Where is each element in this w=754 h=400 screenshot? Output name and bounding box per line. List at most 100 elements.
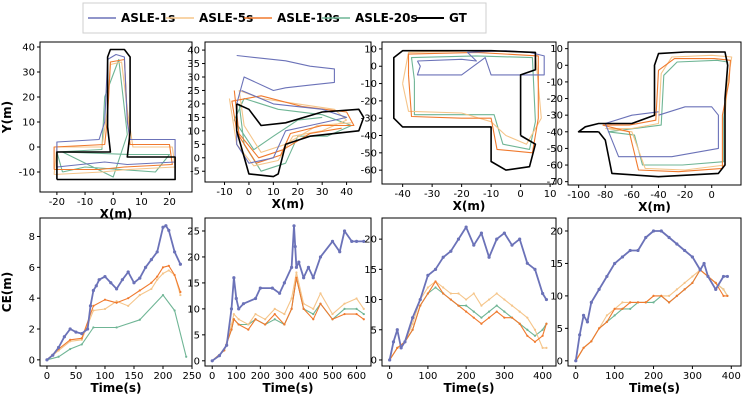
x-tick-label: 100 [227,371,246,382]
data-point [283,312,286,316]
series-line-asle-1s [574,230,728,361]
data-point [399,346,403,350]
y-tick-label: 25 [187,226,200,237]
series-line-gt [235,103,365,178]
x-tick-label: -10 [77,197,93,208]
data-point [487,255,491,259]
x-tick-label: 400 [533,371,552,382]
x-axis-label: X(m) [272,197,305,211]
data-point [590,340,593,343]
data-point [518,237,522,241]
data-point [80,337,83,340]
data-point [343,312,346,316]
x-tick-label: 0 [386,371,392,382]
data-point [156,275,159,278]
data-point [660,294,663,297]
panel-3: -40 -30 -20 -10 0 10 -60 -50 -40 -30 -20 -10 0 10 X(m) [361,41,557,213]
data-point [714,281,717,285]
panel-8: 0 100 200 300 400 0 5 10 15 20 Time(s) [550,217,742,395]
y-tick-label: -40 [547,127,563,138]
data-point [597,287,601,292]
data-point [667,235,671,240]
data-point [354,239,359,243]
x-tick-label: -40 [394,189,410,200]
data-point [143,265,148,269]
data-point [232,276,236,280]
axes-frame [204,217,372,367]
x-tick-label: 600 [347,371,366,382]
y-tick-label: 2 [29,325,35,336]
data-point [126,270,130,274]
data-point [434,286,437,289]
series-line-asle-10s [53,58,173,171]
data-point [80,338,83,341]
y-tick-label: 35 [187,59,200,70]
y-tick-label: 30 [22,68,35,79]
data-point [45,358,49,362]
data-point [138,289,141,292]
data-point [103,274,107,279]
data-point [167,228,171,232]
data-point [391,340,396,344]
axes-frame [381,217,557,367]
panel-7: 0 100 200 300 400 0 5 10 15 20 Time(s) [364,217,557,395]
data-point [161,225,165,229]
data-point [319,292,322,295]
data-point [698,268,702,272]
x-tick-label: -20 [677,190,693,201]
data-point [319,302,322,305]
data-point [241,302,246,306]
data-point [161,272,165,275]
axes-frame [567,41,742,186]
y-tick-label: -10 [361,79,377,90]
data-point [178,262,182,266]
y-tick-label: 20 [550,226,563,237]
legend-label: ASLE-1s [121,11,175,25]
series-line-asle-1s [416,50,545,76]
data-point [185,355,188,358]
data-point [338,250,342,254]
legend: ASLE-1s ASLE-5s ASLE-10s ASLE-20s GT [82,2,487,34]
data-point [103,298,107,301]
data-point [495,304,498,307]
data-point [472,316,475,319]
y-tick-label: 5 [371,325,377,336]
data-point [675,294,678,297]
data-point [487,298,491,301]
data-point [472,243,476,247]
data-point [80,343,83,346]
series-line-asle-10s [575,269,728,362]
data-point [80,332,84,336]
data-point [294,265,299,269]
x-tick-label: 0 [110,197,116,208]
y-tick-label: 4 [29,294,35,305]
data-point [433,267,438,271]
data-point [589,300,593,304]
y-tick-label: 30 [187,73,200,84]
y-tick-label: 0 [371,62,377,73]
data-point [355,297,358,300]
data-point [544,297,549,302]
data-point [706,274,710,279]
data-point [138,318,141,321]
y-tick-label: 10 [22,118,35,129]
data-point [652,301,655,304]
series-line-gt [393,49,537,171]
data-point [598,327,601,330]
data-point [62,335,66,339]
x-tick-label: 150 [124,371,143,382]
data-point [91,288,95,293]
x-tick-label: 0 [209,371,215,382]
axes-frame [204,41,372,183]
data-point [518,310,521,313]
data-point [355,307,358,310]
x-axis-label: X(m) [100,207,133,221]
data-point [479,231,484,235]
data-point [541,328,544,331]
data-point [161,293,165,297]
data-point [343,302,346,305]
y-tick-label: 10 [364,295,377,306]
data-point [232,312,235,316]
x-tick-label: 400 [722,371,741,382]
y-tick-label: 10 [187,304,200,315]
